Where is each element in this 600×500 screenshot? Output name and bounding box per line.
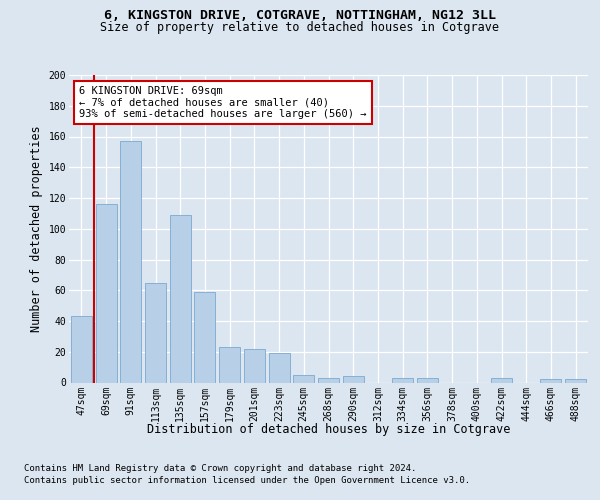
Bar bbox=[491, 378, 512, 382]
Text: Distribution of detached houses by size in Cotgrave: Distribution of detached houses by size … bbox=[147, 422, 511, 436]
Text: 6 KINGSTON DRIVE: 69sqm
← 7% of detached houses are smaller (40)
93% of semi-det: 6 KINGSTON DRIVE: 69sqm ← 7% of detached… bbox=[79, 86, 367, 119]
Bar bbox=[541, 380, 562, 382]
Text: Contains public sector information licensed under the Open Government Licence v3: Contains public sector information licen… bbox=[24, 476, 470, 485]
Bar bbox=[71, 316, 92, 382]
Text: 6, KINGSTON DRIVE, COTGRAVE, NOTTINGHAM, NG12 3LL: 6, KINGSTON DRIVE, COTGRAVE, NOTTINGHAM,… bbox=[104, 9, 496, 22]
Bar bbox=[170, 215, 191, 382]
Text: Contains HM Land Registry data © Crown copyright and database right 2024.: Contains HM Land Registry data © Crown c… bbox=[24, 464, 416, 473]
Y-axis label: Number of detached properties: Number of detached properties bbox=[30, 126, 43, 332]
Bar bbox=[343, 376, 364, 382]
Bar bbox=[244, 348, 265, 382]
Text: Size of property relative to detached houses in Cotgrave: Size of property relative to detached ho… bbox=[101, 21, 499, 34]
Bar bbox=[293, 375, 314, 382]
Bar bbox=[392, 378, 413, 382]
Bar bbox=[95, 204, 116, 382]
Bar bbox=[120, 141, 141, 382]
Bar bbox=[219, 347, 240, 382]
Bar bbox=[318, 378, 339, 382]
Bar bbox=[194, 292, 215, 382]
Bar bbox=[269, 354, 290, 382]
Bar bbox=[145, 282, 166, 382]
Bar bbox=[417, 378, 438, 382]
Bar bbox=[565, 380, 586, 382]
